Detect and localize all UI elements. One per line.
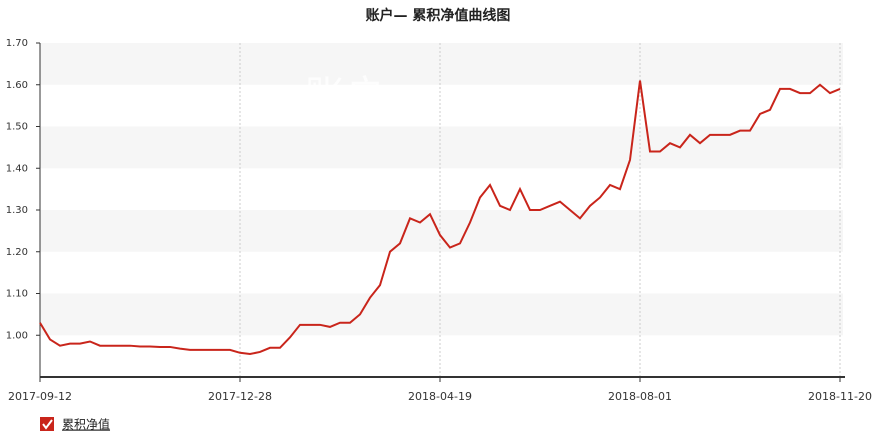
y-tick-label: 1.70: [6, 38, 28, 49]
grid-band: [40, 210, 843, 252]
legend-label[interactable]: 累积净值: [62, 417, 110, 432]
x-tick-label: 2017-12-28: [208, 390, 272, 403]
y-tick-label: 1.60: [6, 80, 28, 91]
watermark: 账户一: [305, 73, 425, 119]
y-tick-label: 1.40: [6, 163, 28, 174]
y-tick-label: 1.10: [6, 289, 28, 300]
y-tick-label: 1.00: [6, 330, 28, 341]
x-tick-label: 2017-09-12: [8, 390, 72, 403]
grid-band: [40, 293, 843, 336]
x-tick-label: 2018-11-20: [808, 390, 872, 403]
legend-item[interactable]: 累积净值: [40, 417, 110, 432]
x-tick-label: 2018-08-01: [608, 390, 672, 403]
chart-title: 账户— 累积净值曲线图: [366, 7, 511, 24]
x-tick-label: 2018-04-19: [408, 390, 472, 403]
y-tick-label: 1.20: [6, 247, 28, 258]
plot-background: [39, 43, 843, 377]
grid-band: [40, 126, 843, 169]
y-tick-label: 1.30: [6, 205, 28, 216]
line-series: [39, 80, 841, 356]
grid-band: [40, 43, 843, 85]
check-icon: [42, 419, 53, 430]
y-tick-label: 1.50: [6, 122, 28, 133]
legend-checkbox[interactable]: [40, 417, 54, 431]
